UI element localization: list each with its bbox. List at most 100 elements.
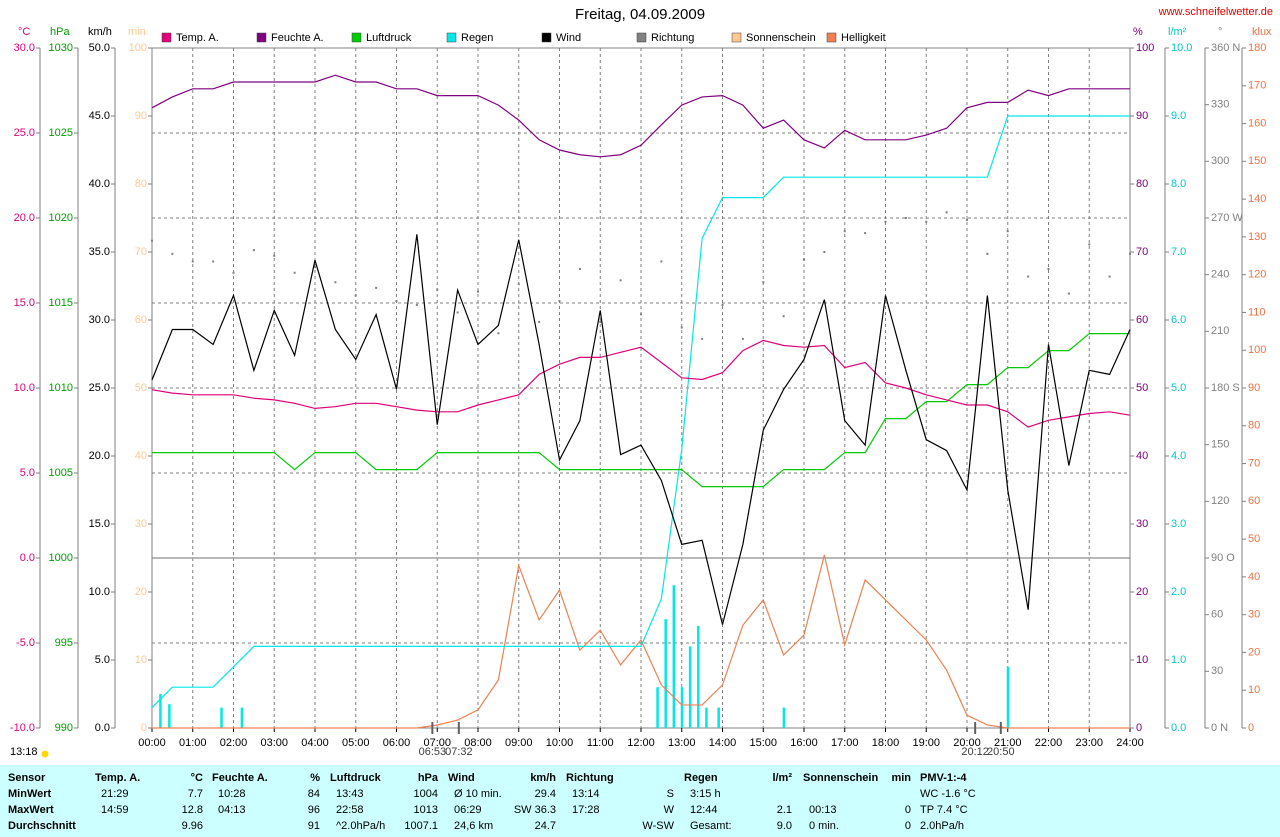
stats-header: Luftdruck — [330, 772, 382, 784]
y-tick-label: 0 N — [1211, 722, 1228, 734]
stats-value: 1007.1 — [404, 820, 438, 832]
y-tick-label: 0.0 — [20, 552, 35, 564]
axis-unit: % — [1133, 26, 1143, 38]
stats-cell: 13:14 — [572, 788, 600, 800]
stats-unit: °C — [191, 772, 203, 784]
direction-dot — [945, 211, 948, 214]
direction-dot — [1088, 243, 1091, 246]
legend-label: Wind — [556, 32, 581, 44]
direction-dot — [558, 300, 561, 303]
y-tick-label: 330 — [1211, 99, 1229, 111]
y-tick-label: 0.0 — [95, 722, 110, 734]
sun-icon — [41, 750, 49, 758]
direction-dot — [497, 332, 500, 335]
y-tick-label: 110 — [1248, 306, 1266, 318]
y-tick-label: 40 — [1136, 450, 1148, 462]
axis-unit: km/h — [88, 26, 112, 38]
direction-dot — [538, 320, 541, 323]
y-tick-label: 80 — [1136, 178, 1148, 190]
y-tick-label: 40.0 — [89, 178, 110, 190]
x-tick-label: 07:00 — [423, 737, 451, 749]
y-tick-label: 140 — [1248, 193, 1266, 205]
stats-value: SW 36.3 — [514, 804, 556, 816]
legend-swatch — [541, 32, 552, 43]
x-tick-label: 11:00 — [587, 737, 614, 749]
x-tick-label: 21:00 — [994, 737, 1022, 749]
y-tick-label: 35.0 — [89, 246, 110, 258]
y-tick-label: 120 — [1211, 495, 1229, 507]
y-tick-label: 20 — [1248, 646, 1260, 658]
legend-swatch — [161, 32, 172, 43]
direction-dot — [599, 320, 602, 323]
y-tick-label: 60 — [135, 314, 147, 326]
stats-value: 1004 — [414, 788, 438, 800]
stats-unit: hPa — [418, 772, 439, 784]
rain-bar — [220, 707, 223, 728]
y-tick-label: 30.0 — [89, 314, 110, 326]
y-tick-label: 130 — [1248, 231, 1266, 243]
y-tick-label: 4.0 — [1171, 450, 1186, 462]
rain-bar — [782, 707, 786, 728]
x-tick-label: 09:00 — [505, 737, 533, 749]
axis-unit: l/m² — [1168, 26, 1187, 38]
x-tick-label: 05:00 — [342, 737, 370, 749]
direction-dot — [762, 281, 765, 284]
direction-dot — [334, 281, 337, 284]
stats-value: 7.7 — [188, 788, 203, 800]
stats-cell: 13:43 — [336, 788, 364, 800]
x-tick-label: 23:00 — [1075, 737, 1103, 749]
direction-dot — [619, 279, 622, 282]
sun-time: 20:12 — [961, 746, 989, 758]
x-tick-label: 04:00 — [301, 737, 329, 749]
stats-header: Sonnenschein — [803, 772, 878, 784]
direction-dot — [782, 315, 785, 318]
x-tick-label: 22:00 — [1035, 737, 1063, 749]
direction-dot — [1067, 292, 1070, 295]
y-tick-label: 2.0 — [1171, 586, 1186, 598]
stats-header: Richtung — [566, 772, 614, 784]
direction-dot — [395, 300, 398, 303]
y-tick-label: 210 — [1211, 325, 1229, 337]
direction-dot — [1108, 275, 1111, 278]
x-tick-label: 13:00 — [668, 737, 696, 749]
legend-label: Richtung — [651, 32, 694, 44]
y-tick-label: 90 — [135, 110, 147, 122]
direction-dot — [1129, 252, 1131, 255]
series-line — [151, 339, 1131, 428]
stats-cell: ^2.0hPa/h — [336, 820, 385, 832]
stats-value: 91 — [308, 820, 320, 832]
y-tick-label: 60 — [1248, 495, 1260, 507]
x-tick-label: 15:00 — [749, 737, 777, 749]
y-tick-label: 0 — [1136, 722, 1142, 734]
stats-cell: 12:44 — [690, 804, 718, 816]
stats-value: 2.1 — [777, 804, 792, 816]
y-tick-label: 160 — [1248, 117, 1266, 129]
y-tick-label: 0.0 — [1171, 722, 1186, 734]
direction-dot — [1027, 275, 1030, 278]
rain-bar — [680, 687, 684, 728]
y-tick-label: 5.0 — [20, 467, 35, 479]
stats-cell: 24,6 km — [454, 820, 493, 832]
rain-bar — [240, 707, 244, 728]
y-tick-label: 360 N — [1211, 42, 1240, 54]
direction-dot — [904, 217, 907, 219]
y-tick-label: 1000 — [49, 552, 73, 564]
stats-header: Regen — [684, 772, 718, 784]
stats-unit: l/m² — [772, 772, 792, 784]
sun-time: 06:53 — [419, 746, 447, 758]
direction-dot — [721, 303, 724, 306]
stats-cell: Ø 10 min. — [454, 788, 502, 800]
legend-swatch — [826, 32, 837, 43]
y-tick-label: 0 — [1248, 722, 1254, 734]
y-tick-label: 8.0 — [1171, 178, 1186, 190]
direction-dot — [456, 311, 459, 314]
direction-dot — [477, 290, 479, 293]
y-tick-label: 30 — [1248, 609, 1260, 621]
legend-swatch — [731, 32, 742, 43]
series-line — [152, 554, 1130, 729]
stats-cell: Gesamt: — [690, 820, 732, 832]
y-tick-label: 20 — [1136, 586, 1148, 598]
y-tick-label: 100 — [129, 42, 147, 54]
stats-value: 24.7 — [535, 820, 556, 832]
